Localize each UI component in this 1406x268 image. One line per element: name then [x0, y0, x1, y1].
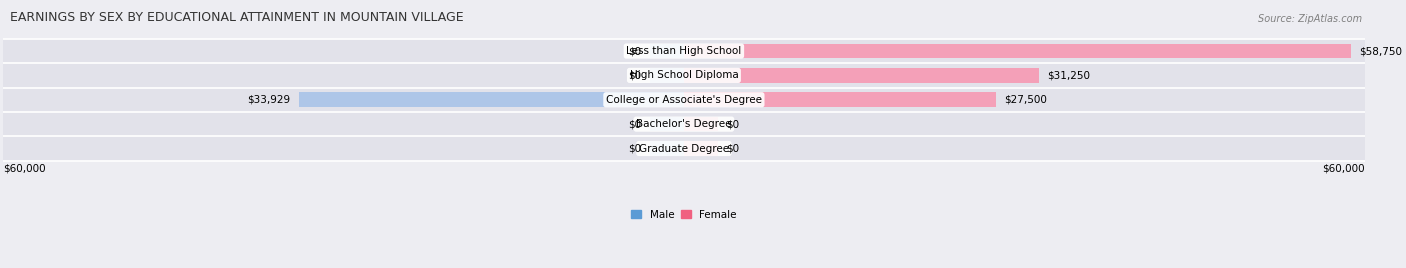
Bar — [683, 44, 1351, 58]
Text: $60,000: $60,000 — [3, 163, 45, 174]
Text: Bachelor's Degree: Bachelor's Degree — [636, 119, 731, 129]
Bar — [650, 44, 683, 58]
Text: Graduate Degree: Graduate Degree — [638, 143, 728, 154]
Bar — [683, 141, 718, 156]
Bar — [3, 39, 1365, 63]
Text: $0: $0 — [725, 143, 740, 154]
Bar — [683, 117, 718, 131]
Bar — [650, 68, 683, 83]
Text: $0: $0 — [725, 119, 740, 129]
Text: $60,000: $60,000 — [1323, 163, 1365, 174]
Bar — [3, 112, 1365, 136]
Text: $0: $0 — [628, 46, 641, 56]
Text: College or Associate's Degree: College or Associate's Degree — [606, 95, 762, 105]
Bar — [683, 68, 1039, 83]
Legend: Male, Female: Male, Female — [627, 206, 741, 224]
Bar — [683, 92, 995, 107]
Bar — [3, 88, 1365, 112]
Text: $31,250: $31,250 — [1047, 70, 1090, 80]
Text: $0: $0 — [628, 70, 641, 80]
Bar — [298, 92, 683, 107]
Text: $0: $0 — [628, 119, 641, 129]
Text: $0: $0 — [628, 143, 641, 154]
Bar — [650, 117, 683, 131]
Text: High School Diploma: High School Diploma — [630, 70, 738, 80]
Bar — [650, 141, 683, 156]
Text: Source: ZipAtlas.com: Source: ZipAtlas.com — [1258, 14, 1362, 24]
Text: Less than High School: Less than High School — [626, 46, 741, 56]
Text: $33,929: $33,929 — [247, 95, 291, 105]
Text: $58,750: $58,750 — [1360, 46, 1402, 56]
Bar — [3, 136, 1365, 161]
Bar — [3, 63, 1365, 88]
Text: $27,500: $27,500 — [1004, 95, 1047, 105]
Text: EARNINGS BY SEX BY EDUCATIONAL ATTAINMENT IN MOUNTAIN VILLAGE: EARNINGS BY SEX BY EDUCATIONAL ATTAINMEN… — [10, 11, 463, 24]
